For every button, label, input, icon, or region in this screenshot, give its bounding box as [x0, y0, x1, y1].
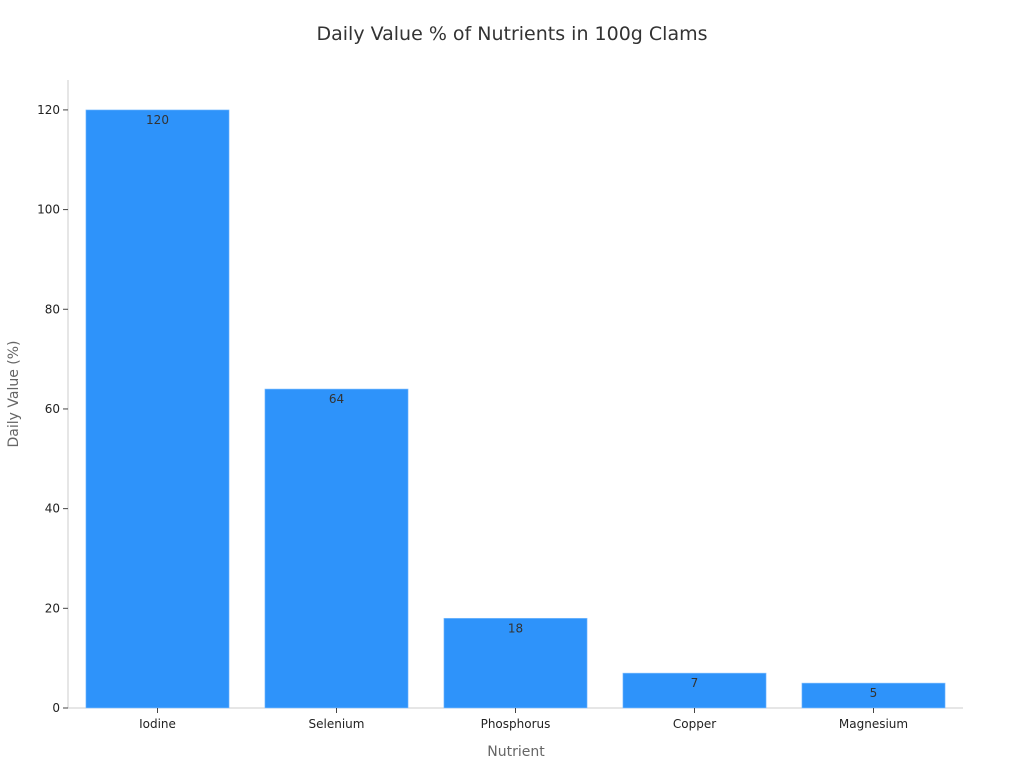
chart-title: Daily Value % of Nutrients in 100g Clams: [316, 23, 707, 45]
x-tick-label: Magnesium: [839, 717, 908, 731]
bar-phosphorus: [443, 617, 588, 709]
bar-selenium: [264, 388, 409, 709]
data-label: 5: [870, 686, 878, 700]
y-tick-label: 120: [37, 103, 60, 117]
data-label: 7: [691, 676, 699, 690]
data-label: 18: [508, 621, 523, 635]
bar-iodine: [85, 109, 230, 709]
x-tick-label: Selenium: [309, 717, 365, 731]
y-tick-label: 20: [45, 601, 60, 615]
data-label: 64: [329, 392, 344, 406]
x-tick-label: Copper: [673, 717, 716, 731]
x-axis-label: Nutrient: [487, 744, 545, 760]
y-tick-label: 60: [45, 402, 60, 416]
y-tick-label: 80: [45, 302, 60, 316]
y-tick-label: 100: [37, 203, 60, 217]
y-tick-label: 40: [45, 502, 60, 516]
y-axis-label: Daily Value (%): [6, 341, 22, 448]
x-tick-label: Phosphorus: [481, 717, 551, 731]
data-label: 120: [146, 113, 169, 127]
y-tick-label: 0: [52, 701, 60, 715]
x-tick-label: Iodine: [139, 717, 176, 731]
